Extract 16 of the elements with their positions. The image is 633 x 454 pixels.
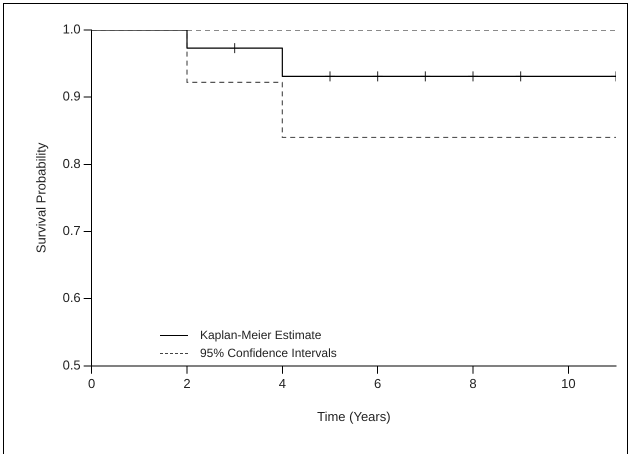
legend-label: Kaplan-Meier Estimate bbox=[200, 328, 322, 342]
y-tick-label: 0.6 bbox=[62, 290, 81, 306]
legend-label: 95% Confidence Intervals bbox=[200, 346, 337, 360]
x-tick-label: 10 bbox=[561, 376, 576, 392]
y-axis-title: Survival Probability bbox=[33, 142, 48, 254]
y-tick-label: 0.7 bbox=[62, 223, 81, 238]
x-tick-label: 6 bbox=[374, 376, 382, 392]
x-axis-title: Time (Years) bbox=[317, 408, 391, 424]
y-tick-label: 1.0 bbox=[62, 22, 81, 37]
x-tick-label: 4 bbox=[278, 376, 286, 392]
y-tick-label: 0.5 bbox=[62, 357, 81, 372]
x-tick-label: 8 bbox=[469, 376, 477, 392]
x-tick-label: 2 bbox=[183, 376, 191, 392]
y-tick-label: 0.9 bbox=[62, 88, 81, 104]
y-tick-label: 0.8 bbox=[62, 156, 81, 171]
x-tick-label: 0 bbox=[88, 376, 96, 392]
